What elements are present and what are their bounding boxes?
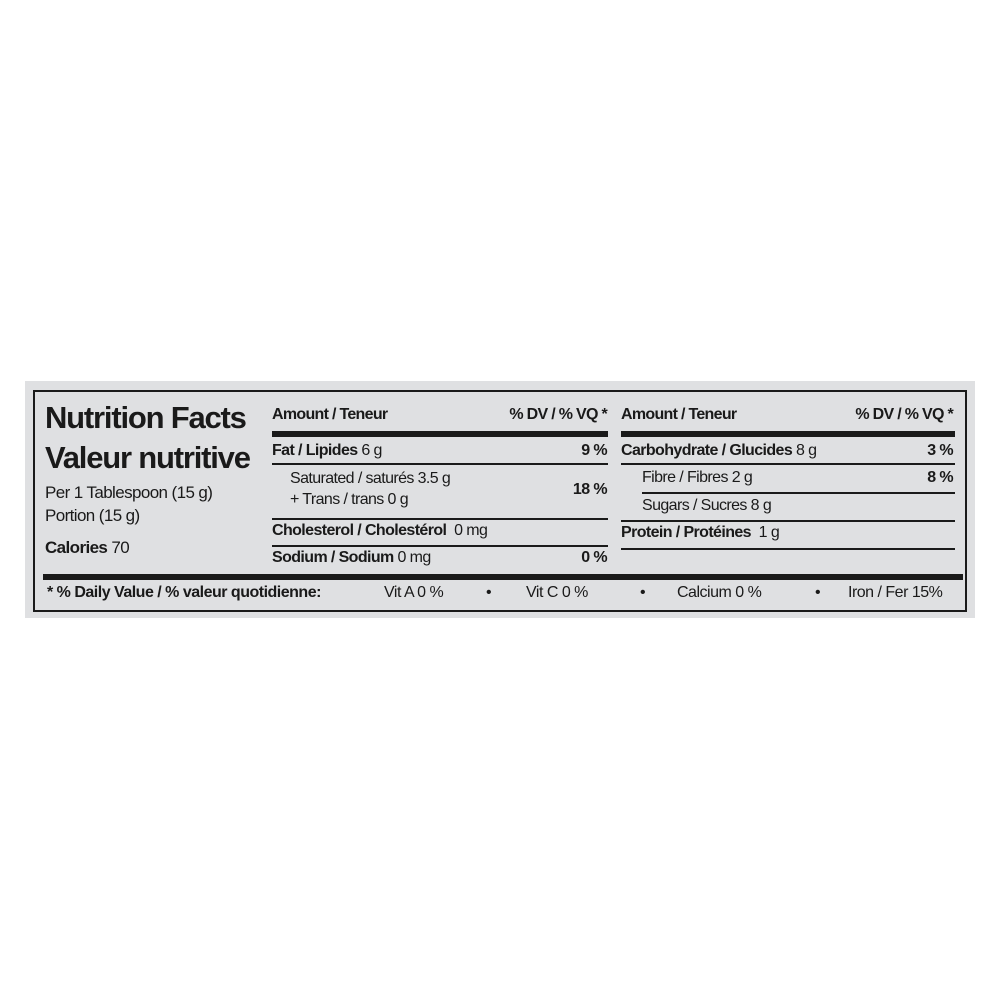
- dv-sodium: 0 %: [581, 549, 607, 566]
- footnote-iron: Iron / Fer 15%: [848, 584, 943, 601]
- divider-thick: [621, 431, 955, 437]
- divider: [621, 463, 955, 465]
- header-dv-left: % DV / % VQ *: [509, 406, 607, 423]
- nutrient-cholesterol: Cholesterol / Cholestérol 0 mg: [272, 522, 488, 539]
- title-french: Valeur nutritive: [45, 440, 251, 475]
- calories-value: 70: [111, 538, 130, 557]
- dv-saturated-trans: 18 %: [572, 481, 608, 498]
- divider: [642, 492, 955, 494]
- nutrient-fat: Fat / Lipides 6 g: [272, 442, 382, 459]
- bullet: •: [486, 584, 492, 601]
- divider-thick: [272, 431, 608, 437]
- header-dv-right: % DV / % VQ *: [855, 406, 953, 423]
- bullet: •: [815, 584, 821, 601]
- footnote-vit-c: Vit C 0 %: [526, 584, 588, 601]
- nutrition-label-frame: [33, 390, 967, 612]
- nutrient-sodium: Sodium / Sodium 0 mg: [272, 549, 431, 566]
- calories-label: Calories: [45, 538, 108, 557]
- nutrient-fibre: Fibre / Fibres 2 g: [642, 469, 753, 486]
- nutrient-carbohydrate: Carbohydrate / Glucides 8 g: [621, 442, 817, 459]
- nutrient-protein: Protein / Protéines 1 g: [621, 524, 780, 541]
- divider: [272, 463, 608, 465]
- footnote-calcium: Calcium 0 %: [677, 584, 762, 601]
- header-amount-left: Amount / Teneur: [272, 406, 388, 423]
- divider: [621, 520, 955, 522]
- serving-size-english: Per 1 Tablespoon (15 g): [45, 483, 213, 502]
- title-english: Nutrition Facts: [45, 400, 247, 435]
- dv-carbohydrate: 3 %: [927, 442, 953, 459]
- nutrient-saturated: Saturated / saturés 3.5 g: [290, 470, 451, 487]
- divider: [621, 548, 955, 550]
- footnote-label: * % Daily Value / % valeur quotidienne:: [47, 584, 321, 601]
- bullet: •: [640, 584, 646, 601]
- header-amount-right: Amount / Teneur: [621, 406, 737, 423]
- dv-fat: 9 %: [581, 442, 607, 459]
- footnote-vit-a: Vit A 0 %: [384, 584, 444, 601]
- nutrient-sugars: Sugars / Sucres 8 g: [642, 497, 772, 514]
- divider-thick-footer: [43, 574, 963, 580]
- divider: [272, 518, 608, 520]
- divider: [272, 545, 608, 547]
- calories: Calories 70: [45, 538, 130, 558]
- nutrient-trans: + Trans / trans 0 g: [290, 491, 409, 508]
- dv-fibre: 8 %: [927, 469, 953, 486]
- serving-size-french: Portion (15 g): [45, 506, 140, 525]
